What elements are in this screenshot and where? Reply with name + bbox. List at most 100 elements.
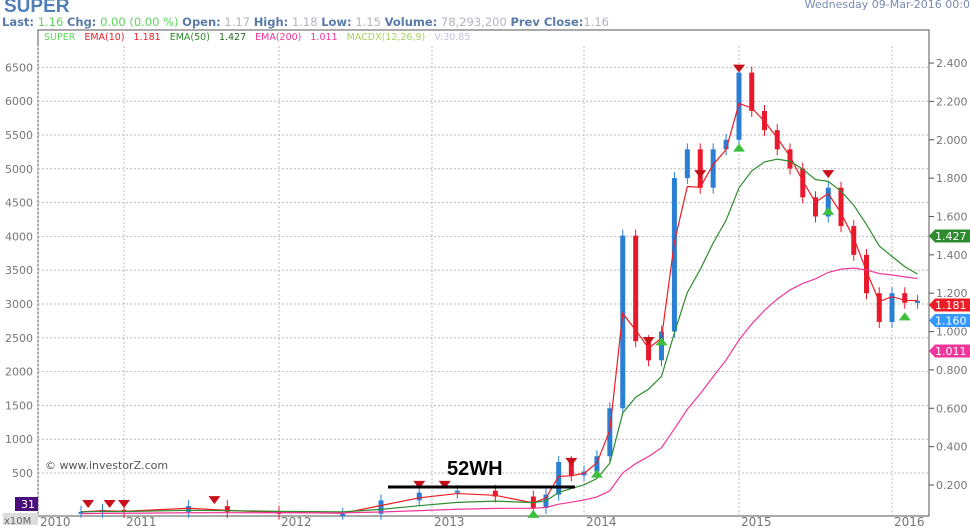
candle (416, 492, 422, 501)
candle (224, 506, 230, 512)
right-tick-label: 1.800 (936, 172, 968, 185)
low-label: Low: (321, 15, 352, 29)
right-tick-label: 1.400 (936, 249, 968, 262)
left-tick-label: 4000 (5, 230, 33, 243)
candle (825, 187, 831, 217)
candle (568, 461, 574, 476)
low-value: 1.15 (355, 15, 381, 29)
candle (774, 130, 780, 150)
chart-legend: SUPER EMA(10) 1.181 EMA(50) 1.427 EMA(200) 1.0… (44, 32, 479, 43)
candle (556, 461, 562, 495)
sell-signal-icon (82, 500, 95, 509)
left-tick-label: 2500 (5, 332, 33, 345)
price-label-tag (929, 229, 970, 243)
volume-label: Volume: (384, 15, 438, 29)
right-tick-label: 0.400 (936, 441, 968, 454)
volume-badge-text: 31 (21, 498, 35, 511)
right-tick-label: 1.600 (936, 210, 968, 223)
left-tick-label: 5500 (5, 129, 33, 142)
candle (902, 293, 908, 303)
candle (378, 500, 384, 514)
candle (659, 331, 664, 361)
candle (186, 506, 192, 512)
candle (646, 341, 652, 361)
x-tick-label: 2010 (40, 515, 71, 529)
x-tick-label: 2012 (281, 515, 312, 529)
buy-signal-icon (822, 206, 835, 215)
volume-badge (15, 497, 38, 511)
left-tick-label: 2000 (5, 366, 33, 379)
last-value: 1.16 (37, 15, 64, 29)
last-label: Last: (2, 15, 35, 29)
buy-signal-icon (527, 509, 540, 518)
x-tick-label: 2015 (741, 515, 772, 529)
candle (671, 178, 677, 332)
sell-signal-icon (208, 496, 221, 505)
candle (864, 254, 869, 294)
prev-label: Prev Close: (510, 15, 584, 29)
legend-ema10: EMA(10) (84, 32, 125, 43)
candle (813, 197, 818, 217)
sell-signal-icon (438, 480, 451, 489)
left-tick-label: 6000 (5, 95, 33, 108)
legend-ema10-value: 1.181 (133, 32, 161, 43)
left-tick-label: 1500 (5, 399, 33, 412)
sell-signal-icon (694, 170, 707, 179)
buy-signal-icon (655, 337, 668, 346)
candle (607, 408, 613, 457)
buy-signal-icon (898, 312, 911, 321)
price-label-tag (929, 298, 970, 312)
legend-super: SUPER (44, 32, 76, 43)
candle (633, 235, 639, 342)
candle (492, 490, 498, 497)
volume-unit: x10M (4, 516, 31, 527)
symbol-title: SUPER (4, 0, 70, 17)
plot-frame (37, 29, 930, 517)
candle (787, 149, 793, 169)
candle (340, 513, 346, 516)
right-tick-label: 2.400 (936, 57, 968, 70)
quote-bar: Last: 1.16 Chg: 0.00 (0.00 %) Open: 1.17… (2, 16, 609, 29)
candle (749, 72, 755, 111)
volume-unit-bg (3, 513, 38, 525)
candle (684, 149, 690, 179)
price-label-tag (929, 344, 970, 358)
candle (78, 511, 84, 514)
right-tick-label: 2.000 (936, 134, 968, 147)
candle (800, 168, 806, 198)
candle (851, 226, 857, 255)
legend-ema50: EMA(50) (169, 32, 210, 43)
sell-signal-icon (733, 64, 745, 73)
legend-ema50-value: 1.427 (218, 32, 247, 43)
candle (594, 456, 600, 472)
sell-signal-icon (642, 336, 655, 345)
buy-signal-icon (590, 469, 603, 478)
high-label: High: (253, 15, 289, 29)
candle (454, 490, 460, 493)
left-tick-label: 3000 (5, 298, 33, 311)
buy-signal-icon (733, 143, 745, 152)
legend-volume: V:30.85 (434, 32, 471, 43)
open-value: 1.17 (224, 15, 251, 29)
volume-value: 78,293,200 (440, 15, 507, 29)
right-tick-label: 0.600 (936, 402, 968, 415)
sell-signal-icon (103, 500, 116, 509)
x-tick-label: 2014 (586, 515, 617, 529)
high-value: 1.18 (291, 15, 318, 29)
chg-value: 0.00 (0.00 %) (100, 15, 179, 29)
chart-date: Wednesday 09-Mar-2016 00:0 (804, 0, 970, 11)
candle (876, 293, 882, 322)
x-tick-label: 2011 (126, 515, 157, 529)
watermark: © www.investorZ.com (45, 459, 168, 472)
sell-signal-icon (118, 500, 130, 509)
left-tick-label: 3500 (5, 264, 33, 277)
left-tick-label: 6500 (5, 61, 33, 74)
chg-label: Chg: (66, 15, 97, 29)
right-tick-label: 1.000 (936, 326, 968, 339)
legend-macd: MACDX(12,26,9) (346, 32, 426, 43)
left-tick-label: 1000 (5, 433, 33, 446)
legend-ema200-value: 1.011 (310, 32, 338, 43)
candle (620, 235, 626, 409)
right-tick-label: 2.200 (936, 95, 968, 108)
